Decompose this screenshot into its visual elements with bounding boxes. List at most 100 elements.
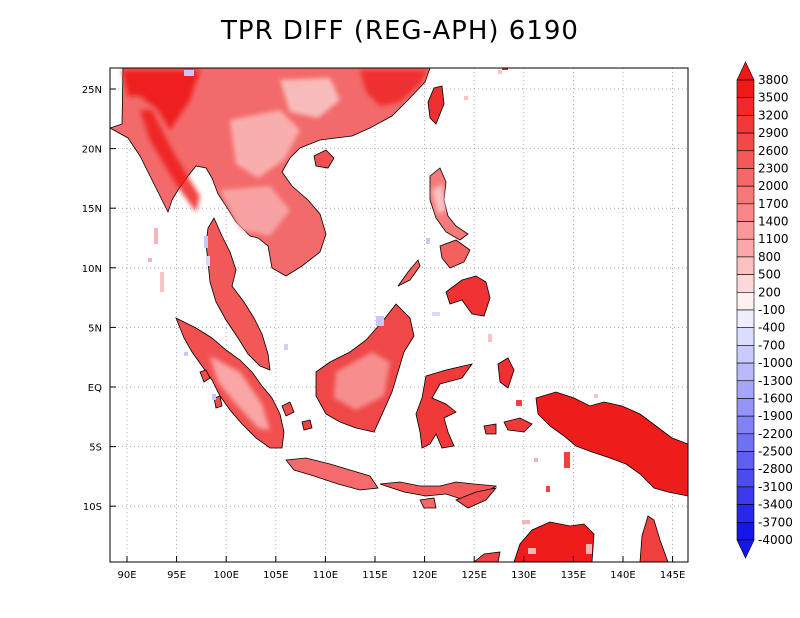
- lon-tick-label: 90E: [117, 570, 136, 581]
- land-halmahera: [497, 357, 515, 389]
- land-new-guinea: [535, 391, 688, 497]
- lat-tick-label: 5S: [89, 443, 102, 454]
- pale-interior-luzon: [432, 184, 446, 214]
- speckle: [160, 272, 164, 292]
- colorbar-swatch: [736, 468, 755, 488]
- lon-tick-label: 100E: [213, 570, 238, 581]
- speckle: [148, 258, 152, 262]
- lon-tick-label: 145E: [660, 570, 685, 581]
- colorbar-swatch: [736, 292, 755, 311]
- colorbar-label: 2300: [758, 161, 789, 175]
- precip-texture: [122, 70, 446, 430]
- colorbar-label: -700: [758, 338, 785, 352]
- intense-band-arakan: [140, 110, 200, 212]
- colorbar-swatch: [736, 309, 755, 328]
- speckle: [284, 344, 288, 350]
- map-axes: 90E 95E 100E 105E 110E 115E 120E 125E 130E 135E 14…: [82, 85, 686, 581]
- lat-tick-label: 10S: [83, 502, 102, 513]
- land-hainan: [313, 149, 335, 169]
- colorbar-swatch: [736, 504, 755, 523]
- colorbar-swatch: [736, 522, 755, 541]
- land-taiwan: [427, 85, 445, 125]
- lat-tick-label: 15N: [82, 204, 102, 215]
- pale-interior-indochina: [230, 110, 300, 178]
- lat-tick-label: 25N: [82, 85, 102, 96]
- colorbar-label: 2000: [758, 179, 789, 193]
- lon-tick-label: 105E: [263, 570, 288, 581]
- land-buru: [483, 423, 497, 435]
- lon-tick-label: 125E: [461, 570, 486, 581]
- colorbar-swatch: [736, 327, 755, 346]
- speckle: [426, 238, 430, 244]
- colorbar-swatch: [736, 97, 755, 116]
- speckle: [546, 486, 550, 492]
- land-visayas: [439, 239, 471, 269]
- colorbar-label: 2600: [758, 144, 789, 158]
- land-mainland-asia: [110, 68, 431, 277]
- colorbar-swatch: [736, 238, 755, 258]
- land-sumbawa: [419, 497, 437, 509]
- land-sulawesi: [415, 363, 473, 449]
- colorbar-swatch: [736, 168, 755, 187]
- speckle: [586, 544, 592, 554]
- pale-interior-borneo: [334, 352, 390, 410]
- speckle: [522, 520, 530, 524]
- colorbar-label: -100: [758, 303, 785, 317]
- colorbar-swatch: [736, 132, 755, 152]
- speckle: [212, 394, 216, 400]
- colorbar-swatch: [736, 345, 755, 364]
- lon-tick-label: 140E: [610, 570, 635, 581]
- lon-tick-label: 130E: [511, 570, 536, 581]
- land-mindanao: [445, 275, 491, 317]
- lon-tick-label: 95E: [167, 570, 186, 581]
- intense-band-south-china: [360, 70, 428, 106]
- land-seram: [503, 417, 533, 433]
- colorbar-label: -3400: [758, 498, 793, 512]
- ocean-speckles: [148, 68, 598, 554]
- speckle: [564, 452, 570, 468]
- land-palawan: [397, 259, 421, 287]
- land-timor: [455, 487, 498, 509]
- colorbar-label: -2500: [758, 445, 793, 459]
- colorbar-swatch: [736, 221, 755, 240]
- land-java: [285, 457, 379, 491]
- colorbar-label: -1000: [758, 356, 793, 370]
- colorbar: 3800 3500 3200 2900 2600 2300 2000 1700 1400 1100…: [736, 61, 793, 559]
- lat-tick-label: 5N: [88, 323, 102, 334]
- speckle: [594, 394, 598, 398]
- colorbar-label: 1100: [758, 232, 789, 246]
- colorbar-swatch: [736, 185, 755, 205]
- colorbar-min-arrow: [736, 539, 755, 559]
- colorbar-label: -2800: [758, 462, 793, 476]
- map-frame: [109, 67, 689, 563]
- pale-interior-thailand: [220, 186, 290, 236]
- colorbar-swatch: [736, 380, 755, 399]
- colorbar-label: 1400: [758, 215, 789, 229]
- lon-tick-label: 110E: [313, 570, 338, 581]
- colorbar-label: 2900: [758, 126, 789, 140]
- colorbar-swatch: [736, 203, 755, 222]
- lat-tick-label: 10N: [82, 264, 102, 275]
- colorbar-label: -1600: [758, 391, 793, 405]
- speckle: [528, 548, 536, 554]
- colorbar-swatch: [736, 451, 755, 470]
- speckle: [184, 70, 194, 76]
- lat-tick-label: EQ: [88, 383, 102, 394]
- land-belitung: [301, 419, 313, 431]
- colorbar-swatch: [736, 79, 755, 98]
- colorbar-label: 200: [758, 285, 781, 299]
- speckle: [184, 352, 188, 356]
- colorbar-label: -3100: [758, 480, 793, 494]
- colorbar-max-arrow: [736, 61, 755, 81]
- map-title: TPR DIFF (REG-APH) 6190: [221, 16, 579, 46]
- speckle: [516, 400, 522, 406]
- speckle: [154, 228, 158, 244]
- lon-tick-label: 120E: [412, 570, 437, 581]
- colorbar-swatch: [736, 486, 755, 505]
- colorbar-label: 500: [758, 268, 781, 282]
- lon-tick-label: 135E: [561, 570, 586, 581]
- colorbar-swatch: [736, 362, 755, 382]
- colorbar-label: -1900: [758, 409, 793, 423]
- colorbar-label: 3800: [758, 73, 789, 87]
